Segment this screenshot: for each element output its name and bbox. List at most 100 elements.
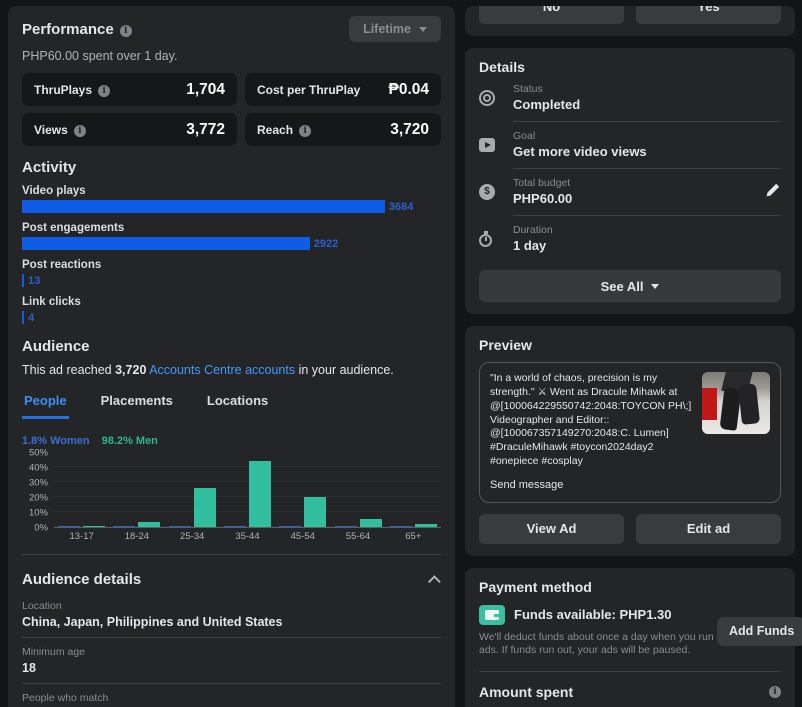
info-icon[interactable] [299, 125, 311, 137]
ad-text: "In a world of chaos, precision is my st… [490, 372, 694, 469]
chart-bar-group-18-24 [113, 453, 160, 527]
activity-value: 2922 [314, 238, 338, 250]
chart-legend: 1.8% Women 98.2% Men [22, 435, 441, 447]
yes-button[interactable]: Yes [636, 6, 781, 24]
chart-bar-women-65+ [390, 526, 412, 528]
detail-row-goal: Goal Get more video views [479, 122, 781, 168]
metric-reach: Reach 3,720 [245, 113, 441, 146]
collapse-chevron-icon[interactable] [428, 575, 441, 588]
audience-detail-row: Location China, Japan, Philippines and Un… [22, 592, 441, 638]
metric-views: Views 3,772 [22, 113, 237, 146]
legend-men: 98.2% Men [102, 435, 158, 447]
ad-cta: Send message [490, 478, 694, 493]
thumbnail-boot-shape [738, 383, 760, 425]
age-gender-chart: 50% 40% 30% 20% 10% 0% 13-1718-2425-3435… [22, 453, 441, 542]
spend-summary: PHP60.00 spent over 1 day. [22, 49, 441, 63]
chart-bar-group-45-54 [279, 453, 326, 527]
details-card: Details Status Completed Goal Get more v… [465, 48, 795, 314]
audience-details-title: Audience details [22, 571, 141, 588]
info-icon[interactable] [74, 125, 86, 137]
metrics-grid: ThruPlays 1,704 Cost per ThruPlay ₱0.04 … [22, 73, 441, 146]
accounts-centre-link[interactable]: Accounts Centre accounts [149, 363, 295, 377]
date-range-button[interactable]: Lifetime [349, 16, 441, 42]
chart-y-axis: 50% 40% 30% 20% 10% 0% [22, 453, 54, 528]
audience-tabs: People Placements Locations [22, 387, 441, 419]
divider [479, 671, 781, 672]
activity-label: Post reactions [22, 258, 441, 272]
activity-rows: Video plays3684Post engagements2922Post … [22, 184, 441, 324]
detail-row-status: Status Completed [479, 75, 781, 121]
chevron-down-icon [419, 27, 427, 32]
activity-row: Link clicks4 [22, 295, 441, 324]
dollar-icon [479, 184, 495, 200]
performance-panel: Performance Lifetime PHP60.00 spent over… [8, 6, 455, 707]
chart-bar-men-55-64 [360, 519, 382, 527]
chart-x-label: 55-64 [333, 531, 383, 542]
tab-placements[interactable]: Placements [99, 387, 175, 419]
payment-card: Payment method Funds available: PHP1.30 … [465, 568, 795, 707]
detail-row-duration: Duration 1 day [479, 216, 781, 262]
detail-row-budget: Total budget PHP60.00 [479, 169, 781, 215]
activity-title: Activity [22, 159, 441, 176]
ad-preview-box[interactable]: "In a world of chaos, precision is my st… [479, 362, 781, 503]
funds-available: Funds available: PHP1.30 [514, 607, 672, 622]
chart-bar-group-35-44 [224, 453, 271, 527]
details-title: Details [479, 59, 781, 75]
chart-bar-women-55-64 [335, 526, 357, 528]
see-all-button[interactable]: See All [479, 270, 781, 302]
chart-bar-women-13-17 [58, 526, 80, 528]
chart-bar-men-18-24 [138, 522, 160, 527]
no-button[interactable]: No [479, 6, 624, 24]
edit-ad-button[interactable]: Edit ad [636, 514, 781, 544]
chart-x-label: 13-17 [57, 531, 107, 542]
section-divider [22, 554, 441, 555]
audience-detail-row: Minimum age18 [22, 638, 441, 684]
chart-bar-men-35-44 [249, 461, 271, 527]
chart-x-labels: 13-1718-2425-3435-4445-5455-6465+ [54, 531, 441, 542]
payment-method-title: Payment method [479, 579, 781, 595]
activity-value: 3684 [389, 201, 413, 213]
chart-plot-area [54, 453, 441, 528]
detail-label: Minimum age [22, 646, 441, 659]
chart-bar-women-18-24 [113, 526, 135, 528]
add-funds-button[interactable]: Add Funds [717, 617, 802, 646]
activity-row: Video plays 3684 [22, 184, 441, 213]
chart-x-label: 45-54 [278, 531, 328, 542]
tab-locations[interactable]: Locations [205, 387, 270, 419]
funds-description: We'll deduct funds about once a day when… [479, 631, 717, 658]
activity-bar [22, 311, 24, 324]
chart-x-label: 18-24 [112, 531, 162, 542]
chart-x-label: 35-44 [222, 531, 272, 542]
ad-thumbnail [702, 372, 770, 434]
chart-bar-men-25-34 [194, 488, 216, 527]
activity-value: 4 [28, 312, 34, 324]
info-icon[interactable] [98, 85, 110, 97]
chart-bar-women-35-44 [224, 526, 246, 528]
activity-value: 13 [28, 275, 40, 287]
audience-detail-row: People who matchInterests: Anime & Cospl… [22, 684, 441, 707]
activity-bar [22, 237, 310, 250]
tab-people[interactable]: People [22, 387, 69, 419]
legend-women: 1.8% Women [22, 435, 90, 447]
activity-bar [22, 274, 24, 287]
metric-cost-per-thruplay: Cost per ThruPlay ₱0.04 [245, 73, 441, 106]
preview-card: Preview "In a world of chaos, precision … [465, 326, 795, 556]
view-ad-button[interactable]: View Ad [479, 514, 624, 544]
chart-bar-women-25-34 [169, 526, 191, 528]
info-icon[interactable] [769, 686, 781, 698]
detail-value: China, Japan, Philippines and United Sta… [22, 615, 441, 630]
activity-label: Video plays [22, 184, 441, 198]
detail-label: People who match [22, 692, 441, 705]
chevron-down-icon [651, 284, 659, 289]
reach-sentence: This ad reached 3,720 Accounts Centre ac… [22, 363, 441, 377]
detail-label: Location [22, 600, 441, 613]
chart-bar-men-13-17 [83, 526, 105, 528]
chart-bar-group-55-64 [335, 453, 382, 527]
amount-spent-title: Amount spent [479, 684, 573, 700]
right-column: No Yes Details Status Completed Goal Get… [465, 6, 795, 707]
video-play-icon [479, 138, 495, 152]
edit-budget-icon[interactable] [765, 182, 781, 203]
activity-row: Post reactions 13 [22, 258, 441, 287]
info-icon[interactable] [120, 25, 132, 37]
stopwatch-icon [479, 234, 492, 247]
